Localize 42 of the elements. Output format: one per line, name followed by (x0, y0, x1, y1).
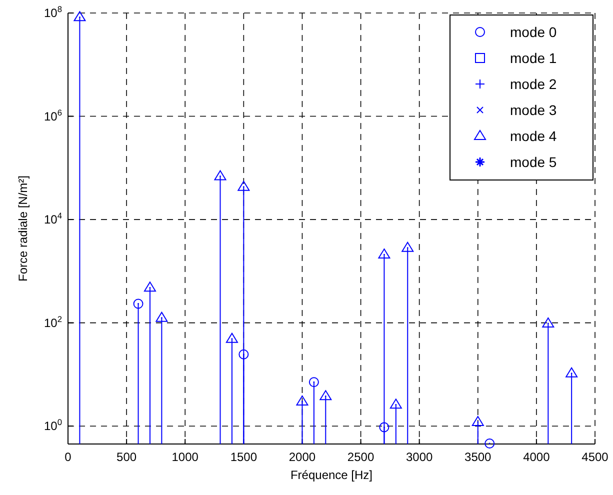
point (378, 248, 390, 259)
x-tick-label: 0 (64, 450, 72, 464)
y-axis-title: Force radiale [N/m²] (16, 175, 30, 282)
point (379, 422, 390, 432)
x-tick-label: 500 (116, 450, 137, 464)
y-tick-label: 10$^{6}$ (44, 107, 62, 124)
point (226, 332, 238, 343)
y-tick-label: 10$^{0}$ (44, 417, 62, 434)
legend-label: mode 3 (510, 102, 557, 118)
point (320, 390, 332, 400)
y-tick-label: 10$^{2}$ (44, 314, 62, 330)
x-axis-title: Fréquence [Hz] (290, 468, 373, 482)
point (156, 312, 168, 322)
x-tick-label: 3000 (406, 450, 434, 464)
x-tick-label: 1000 (172, 450, 199, 464)
x-tick-label: 2500 (347, 450, 374, 464)
point (484, 438, 495, 449)
legend-label: mode 2 (510, 76, 557, 92)
point (542, 318, 554, 328)
x-tick-label: 3500 (464, 450, 492, 464)
x-tick-label: 4000 (523, 450, 550, 464)
point (144, 282, 156, 292)
point (133, 298, 144, 309)
legend-label: mode 5 (510, 154, 557, 170)
point (390, 398, 402, 409)
point (308, 377, 319, 388)
legend-label: mode 0 (510, 24, 557, 40)
y-tick-label: 10$^{4}$ (44, 210, 62, 227)
x-tick-label: 1500 (230, 450, 258, 464)
legend-label: mode 1 (510, 50, 557, 66)
point (238, 180, 250, 191)
point (566, 367, 578, 378)
point (74, 11, 86, 22)
point (296, 395, 308, 406)
point (402, 242, 414, 252)
legend-label: mode 4 (510, 128, 557, 144)
point (214, 170, 226, 180)
y-tick-label: 10$^{8}$ (44, 4, 62, 20)
x-tick-label: 2000 (288, 450, 316, 464)
x-tick-label: 4500 (582, 450, 609, 464)
point (238, 349, 249, 360)
point (472, 416, 484, 426)
